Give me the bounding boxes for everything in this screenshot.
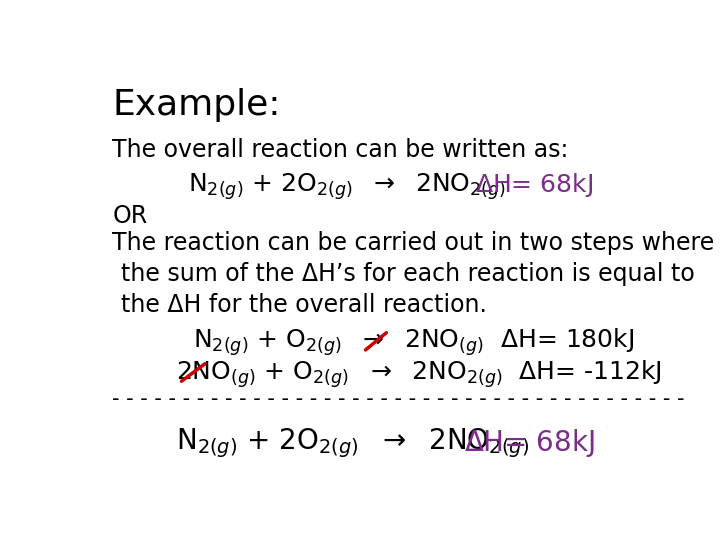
Text: OR: OR bbox=[112, 204, 148, 228]
Text: - - - - - - - - - - - - - - - - - - - - - - - - - - - - - - - - - - - - - - - - : - - - - - - - - - - - - - - - - - - - - … bbox=[112, 389, 685, 409]
Text: $\Delta$H= 68kJ: $\Delta$H= 68kJ bbox=[475, 171, 593, 199]
Text: N$_{2(g)}$ + O$_{2(g)}$  $\rightarrow$  2NO$_{(g)}$  $\Delta$H= 180kJ: N$_{2(g)}$ + O$_{2(g)}$ $\rightarrow$ 2N… bbox=[193, 327, 634, 359]
Text: the ΔH for the overall reaction.: the ΔH for the overall reaction. bbox=[121, 294, 487, 318]
Text: N$_{2(g)}$ + 2O$_{2(g)}$  $\rightarrow$  2NO$_{2(g)}$: N$_{2(g)}$ + 2O$_{2(g)}$ $\rightarrow$ 2… bbox=[188, 171, 506, 201]
Text: Example:: Example: bbox=[112, 87, 281, 122]
Text: The overall reaction can be written as:: The overall reaction can be written as: bbox=[112, 138, 569, 161]
Text: the sum of the ΔH’s for each reaction is equal to: the sum of the ΔH’s for each reaction is… bbox=[121, 262, 695, 286]
Text: 2NO$_{(g)}$ + O$_{2(g)}$  $\rightarrow$  2NO$_{2(g)}$  $\Delta$H= -112kJ: 2NO$_{(g)}$ + O$_{2(g)}$ $\rightarrow$ 2… bbox=[176, 358, 662, 390]
Text: The reaction can be carried out in two steps where: The reaction can be carried out in two s… bbox=[112, 231, 714, 255]
Text: N$_{2(g)}$ + 2O$_{2(g)}$  $\rightarrow$  2NO$_{2(g)}$: N$_{2(g)}$ + 2O$_{2(g)}$ $\rightarrow$ 2… bbox=[176, 427, 530, 460]
Text: $\Delta$H= 68kJ: $\Delta$H= 68kJ bbox=[464, 427, 595, 458]
